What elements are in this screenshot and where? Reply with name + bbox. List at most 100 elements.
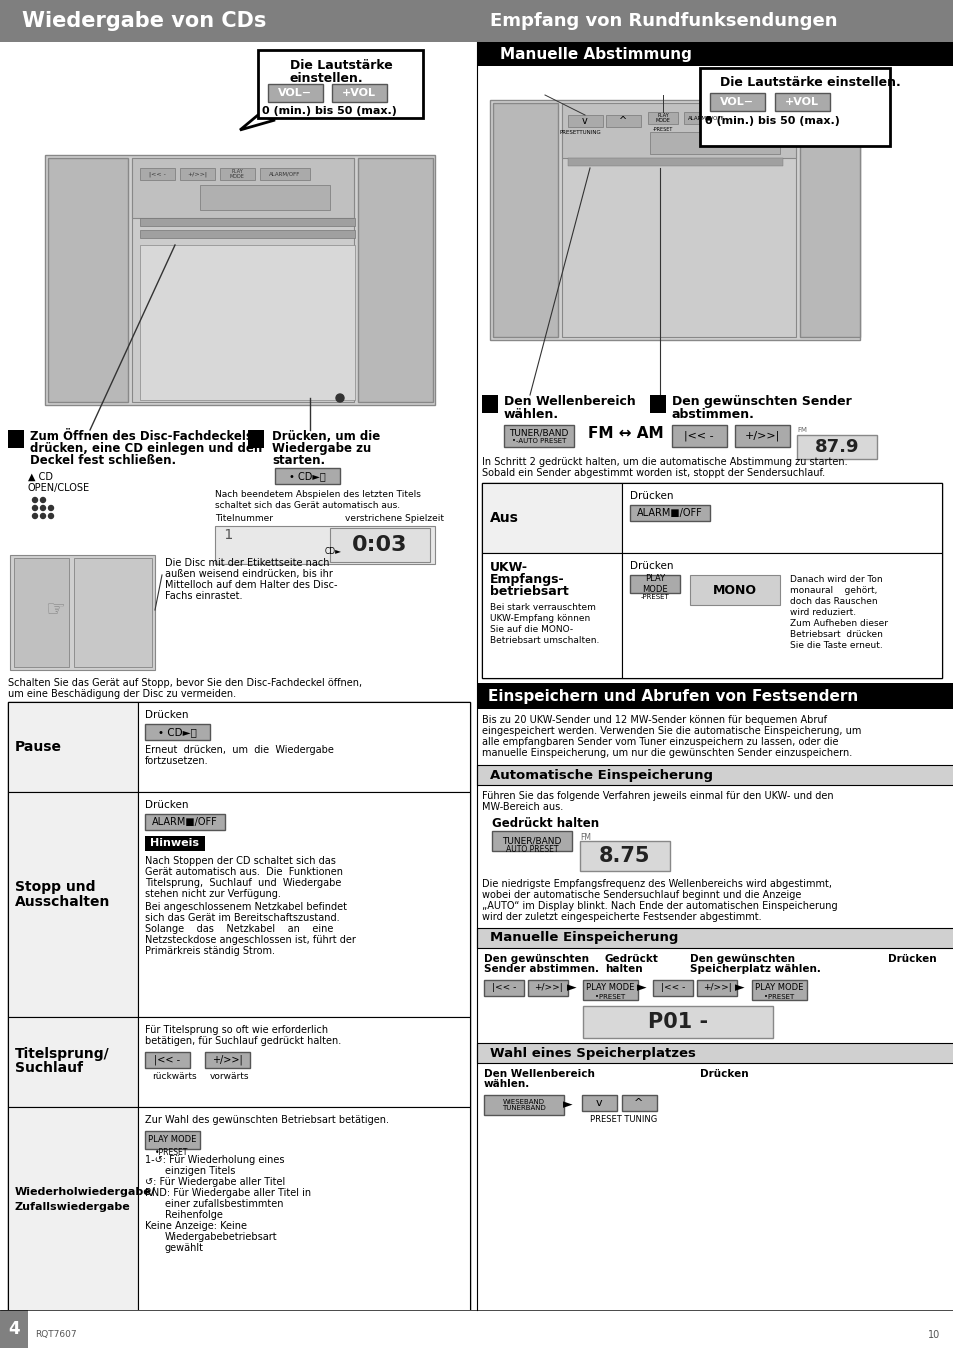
Text: PLAY MODE: PLAY MODE: [148, 1135, 196, 1144]
Bar: [138, 793, 470, 1016]
Text: Wiedergabebetriebsart: Wiedergabebetriebsart: [165, 1232, 277, 1242]
Text: Hinweis: Hinweis: [151, 838, 199, 848]
Text: Solange    das    Netzkabel    an    eine: Solange das Netzkabel an eine: [145, 923, 333, 934]
Text: einzigen Titels: einzigen Titels: [165, 1166, 235, 1175]
Text: TUNER/BAND: TUNER/BAND: [502, 837, 561, 845]
Bar: [481, 483, 621, 553]
Text: rückwärts: rückwärts: [152, 1072, 196, 1081]
Bar: [145, 1051, 190, 1068]
Text: UKW-: UKW-: [490, 561, 527, 574]
Bar: [220, 168, 254, 181]
Text: FM ↔ AM: FM ↔ AM: [587, 426, 663, 441]
Text: Gedrückt: Gedrückt: [604, 954, 659, 964]
Text: außen weisend eindrücken, bis ihr: außen weisend eindrücken, bis ihr: [165, 569, 333, 580]
Text: manuelle Einspeicherung, um nur die gewünschten Sender einzuspeichern.: manuelle Einspeicherung, um nur die gewü…: [481, 748, 851, 758]
Text: PLAY
MODE: PLAY MODE: [655, 113, 670, 124]
Text: verstrichene Spielzeit: verstrichene Spielzeit: [345, 514, 443, 523]
Text: einstellen.: einstellen.: [290, 71, 363, 85]
Text: Wiedergabe von CDs: Wiedergabe von CDs: [22, 11, 266, 31]
Text: 2: 2: [653, 398, 662, 411]
Bar: [481, 67, 941, 408]
Text: Bei angeschlossenem Netzkabel befindet: Bei angeschlossenem Netzkabel befindet: [145, 902, 347, 913]
Bar: [481, 553, 621, 678]
Bar: [274, 468, 339, 484]
Text: Automatische Einspeicherung: Automatische Einspeicherung: [490, 768, 712, 782]
Bar: [751, 980, 806, 1000]
Bar: [140, 168, 174, 181]
Text: 10: 10: [926, 1330, 939, 1340]
Text: Gedrückt halten: Gedrückt halten: [492, 817, 598, 830]
Bar: [138, 1107, 470, 1312]
Text: •PRESET: •PRESET: [155, 1148, 189, 1157]
Circle shape: [32, 506, 37, 511]
Text: schaltet sich das Gerät automatisch aus.: schaltet sich das Gerät automatisch aus.: [214, 501, 399, 510]
Bar: [140, 231, 355, 239]
Text: Manuelle Einspeicherung: Manuelle Einspeicherung: [490, 931, 678, 945]
Bar: [700, 67, 889, 146]
Bar: [330, 528, 430, 562]
Bar: [493, 102, 558, 337]
Text: |<< -: |<< -: [683, 431, 713, 441]
Text: VOL−: VOL−: [720, 97, 753, 106]
Bar: [647, 112, 678, 124]
Text: PRESET TUNING: PRESET TUNING: [589, 1115, 657, 1124]
Text: Wiedergabe zu: Wiedergabe zu: [272, 442, 371, 456]
Text: Den Wellenbereich: Den Wellenbereich: [483, 1069, 595, 1078]
Text: 0 (min.) bis 50 (max.): 0 (min.) bis 50 (max.): [704, 116, 839, 125]
Text: um eine Beschädigung der Disc zu vermeiden.: um eine Beschädigung der Disc zu vermeid…: [8, 689, 236, 700]
Bar: [605, 115, 640, 127]
Text: Zum Aufheben dieser: Zum Aufheben dieser: [789, 619, 887, 628]
Text: +/>>|: +/>>|: [187, 171, 207, 177]
Text: +/>>|: +/>>|: [702, 984, 731, 992]
Text: Danach wird der Ton: Danach wird der Ton: [789, 576, 882, 584]
Text: stehen nicht zur Verfügung.: stehen nicht zur Verfügung.: [145, 888, 280, 899]
Text: Manuelle Abstimmung: Manuelle Abstimmung: [499, 46, 691, 62]
Text: ALARM/OFF: ALARM/OFF: [269, 171, 300, 177]
Text: Nach Stoppen der CD schaltet sich das: Nach Stoppen der CD schaltet sich das: [145, 856, 335, 865]
Text: Den gewünschten: Den gewünschten: [689, 954, 794, 964]
Bar: [10, 555, 154, 670]
Bar: [8, 793, 138, 1016]
Text: wird reduziert.: wird reduziert.: [789, 608, 855, 617]
Text: betriebsart: betriebsart: [490, 585, 568, 599]
Text: v: v: [581, 116, 587, 125]
Bar: [200, 185, 330, 210]
Text: Sobald ein Sender abgestimmt worden ist, stoppt der Sendersuchlauf.: Sobald ein Sender abgestimmt worden ist,…: [481, 468, 824, 479]
Text: wählen.: wählen.: [483, 1078, 530, 1089]
Text: Fachs einrastet.: Fachs einrastet.: [165, 590, 242, 601]
Text: ALARM■/OFF: ALARM■/OFF: [687, 116, 723, 120]
Text: • CD►⏸: • CD►⏸: [157, 727, 196, 737]
Bar: [138, 1016, 470, 1107]
Text: Die Disc mit der Etikettseite nach: Die Disc mit der Etikettseite nach: [165, 558, 329, 568]
Text: -PRESET: -PRESET: [640, 594, 669, 600]
Text: 8.75: 8.75: [598, 847, 650, 865]
Bar: [145, 1131, 200, 1148]
Text: In Schritt 2 gedrückt halten, um die automatische Abstimmung zu starten.: In Schritt 2 gedrückt halten, um die aut…: [481, 457, 846, 466]
Bar: [0, 1310, 28, 1348]
Text: wird der zuletzt eingespeicherte Festsender abgestimmt.: wird der zuletzt eingespeicherte Festsen…: [481, 913, 760, 922]
Text: drücken, eine CD einlegen und den: drücken, eine CD einlegen und den: [30, 442, 262, 456]
Bar: [567, 115, 602, 127]
Bar: [140, 218, 355, 226]
Bar: [561, 102, 795, 337]
Text: |<< -: |<< -: [153, 1054, 180, 1065]
Text: 4: 4: [9, 1320, 20, 1339]
Text: FM: FM: [796, 427, 806, 433]
Bar: [8, 1016, 138, 1107]
Text: PLAY MODE: PLAY MODE: [585, 984, 634, 992]
Text: |<< -: |<< -: [660, 984, 684, 992]
Text: Nach beendetem Abspielen des letzten Titels: Nach beendetem Abspielen des letzten Tit…: [214, 491, 420, 499]
Bar: [132, 158, 354, 218]
Text: eingespeichert werden. Verwenden Sie die automatische Einspeicherung, um: eingespeichert werden. Verwenden Sie die…: [481, 727, 861, 736]
Circle shape: [335, 394, 344, 402]
Bar: [8, 1107, 138, 1312]
Text: +VOL: +VOL: [784, 97, 818, 106]
Bar: [709, 93, 764, 111]
Text: Für Titelsprung so oft wie erforderlich: Für Titelsprung so oft wie erforderlich: [145, 1024, 328, 1035]
Text: Sie die Taste erneut.: Sie die Taste erneut.: [789, 642, 882, 650]
Bar: [476, 683, 953, 709]
Text: 0 (min.) bis 50 (max.): 0 (min.) bis 50 (max.): [262, 106, 396, 116]
Text: +VOL: +VOL: [341, 88, 375, 98]
Text: ►: ►: [562, 1099, 572, 1112]
Text: vorwärts: vorwärts: [210, 1072, 250, 1081]
